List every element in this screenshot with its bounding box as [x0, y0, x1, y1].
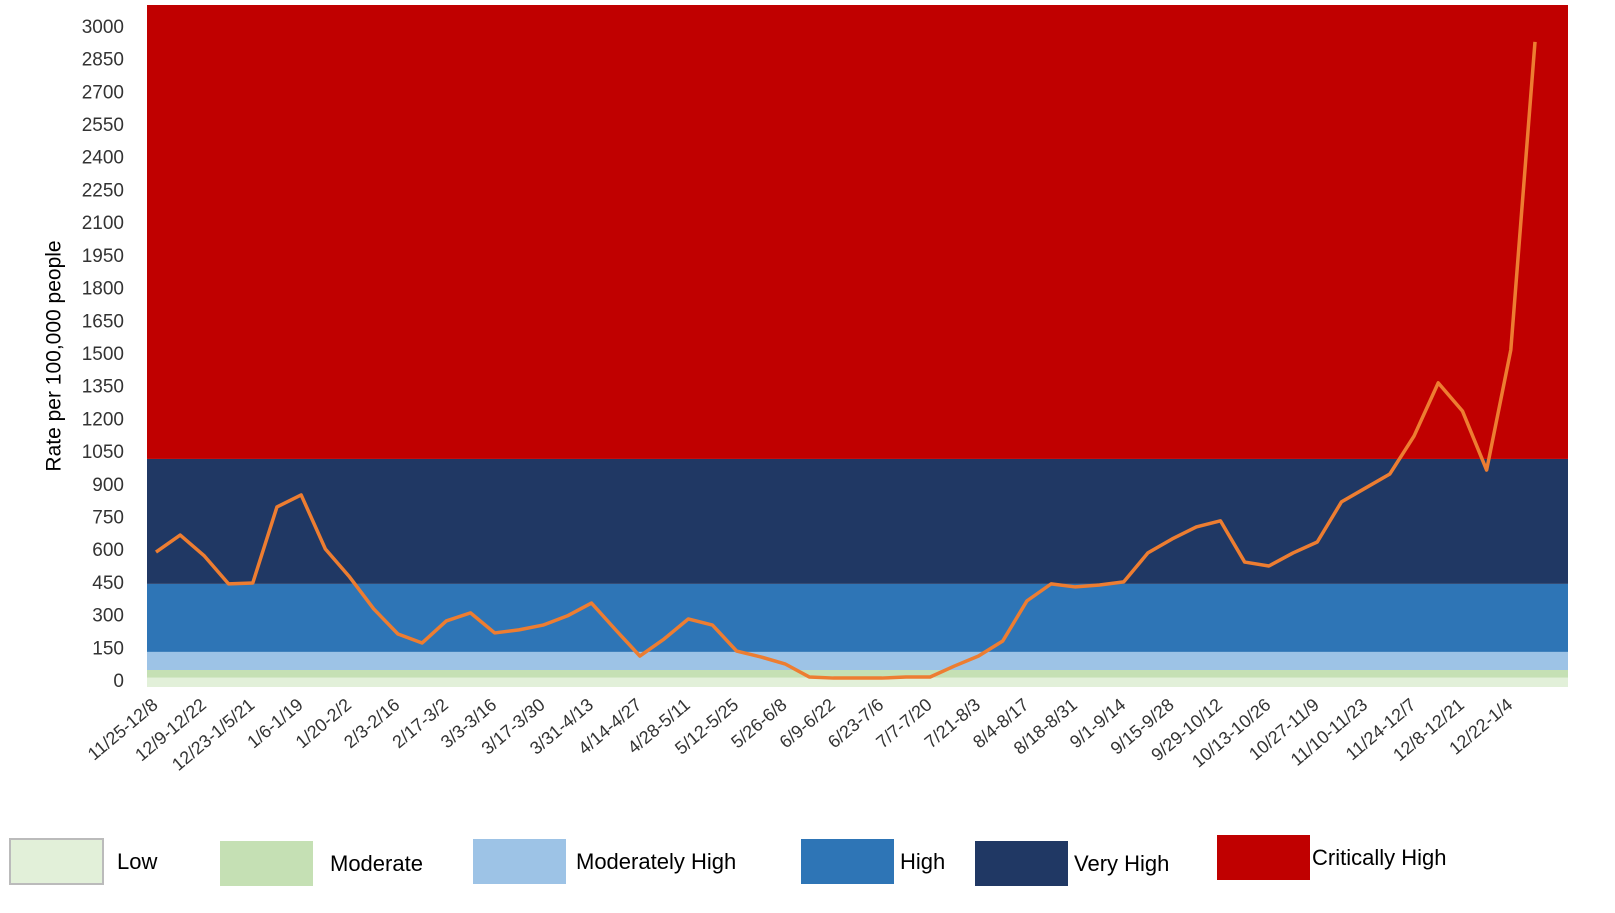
y-tick-label: 750 — [92, 507, 124, 528]
y-tick-label: 300 — [92, 606, 124, 627]
y-tick-label: 2400 — [82, 148, 124, 169]
y-tick-label: 2700 — [82, 82, 124, 103]
legend-swatch — [9, 838, 104, 885]
y-tick-label: 150 — [92, 638, 124, 659]
legend-swatch — [473, 839, 566, 884]
y-tick-label: 3000 — [82, 17, 124, 38]
y-tick-label: 1200 — [82, 409, 124, 430]
y-tick-label: 450 — [92, 573, 124, 594]
legend-label: Moderate — [330, 851, 423, 876]
band — [147, 5, 1568, 459]
y-tick-label: 1800 — [82, 279, 124, 300]
band — [147, 669, 1568, 678]
band — [147, 677, 1568, 687]
legend-label: Very High — [1074, 851, 1169, 876]
y-tick-label: 1650 — [82, 311, 124, 332]
y-tick-label: 1050 — [82, 442, 124, 463]
y-tick-label: 600 — [92, 540, 124, 561]
y-tick-label: 2850 — [82, 50, 124, 71]
y-tick-label: 1950 — [82, 246, 124, 267]
legend-label: Moderately High — [576, 849, 736, 874]
band — [147, 651, 1568, 670]
y-tick-label: 900 — [92, 475, 124, 496]
y-tick-label: 2550 — [82, 115, 124, 136]
legend-label: High — [900, 849, 945, 874]
y-tick-label: 0 — [113, 671, 124, 692]
y-tick-label: 1350 — [82, 377, 124, 398]
y-tick-label: 2100 — [82, 213, 124, 234]
y-tick-label: 1500 — [82, 344, 124, 365]
legend-label: Critically High — [1312, 845, 1446, 870]
legend-swatch — [975, 841, 1068, 886]
band — [147, 583, 1568, 652]
legend-swatch — [1217, 835, 1310, 880]
legend-swatch — [801, 839, 894, 884]
band — [147, 458, 1568, 584]
legend-swatch — [220, 841, 313, 886]
y-tick-label: 2250 — [82, 180, 124, 201]
y-axis-title: Rate per 100,000 people — [43, 240, 66, 471]
legend-label: Low — [117, 849, 157, 874]
line — [154, 41, 1537, 680]
